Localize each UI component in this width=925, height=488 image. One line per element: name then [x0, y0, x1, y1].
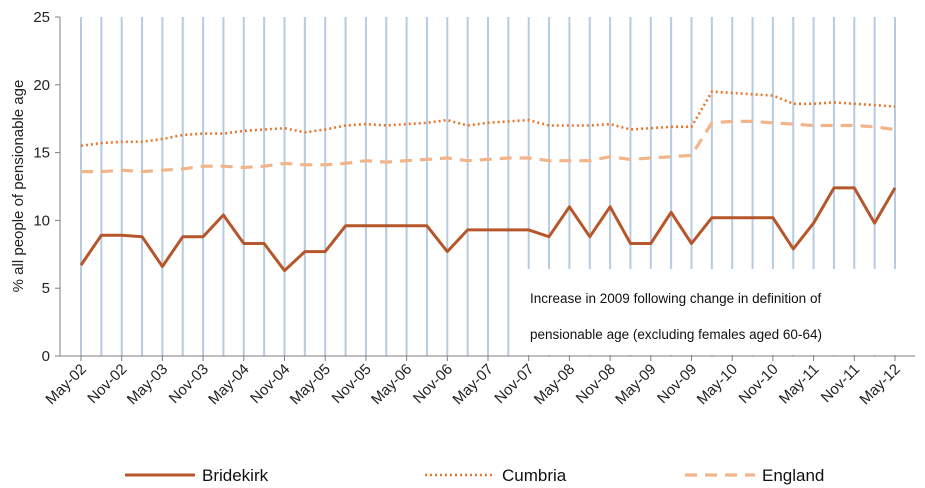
x-tick-label: Nov-02	[84, 361, 130, 407]
x-tick-label: Nov-03	[166, 361, 212, 407]
x-tick-label: Nov-07	[491, 361, 537, 407]
series-line-bridekirk	[79, 186, 897, 273]
y-axis-label: % all people of pensionable age	[10, 80, 27, 293]
legend-label-bridekirk: Bridekirk	[202, 466, 269, 485]
legend: Bridekirk Cumbria England	[125, 466, 824, 485]
x-tick-label: Nov-06	[410, 361, 456, 407]
x-tick-label: Nov-08	[573, 361, 619, 407]
x-tick-label: Nov-09	[654, 361, 700, 407]
annotation-line-1: Increase in 2009 following change in def…	[530, 291, 821, 306]
y-tick-label: 10	[33, 212, 50, 229]
x-tick-label: May-02	[42, 361, 89, 408]
annotation-background	[514, 269, 914, 355]
x-tick-label: May-10	[694, 361, 741, 408]
x-tick-label: May-08	[531, 361, 578, 408]
series-line-england	[81, 119, 896, 174]
y-tick-label: 20	[33, 77, 50, 94]
x-tick-label: May-11	[776, 361, 823, 408]
x-tick-label: May-04	[205, 361, 252, 408]
series-line-cumbria	[80, 90, 896, 148]
x-tick-label: Nov-10	[736, 361, 782, 407]
x-tick-label: May-09	[612, 361, 659, 408]
series-layer	[79, 90, 897, 273]
x-tick-label: Nov-05	[329, 361, 375, 407]
x-tick-label: Nov-04	[247, 361, 293, 407]
y-tick-label: 15	[33, 145, 50, 162]
x-tick-label: May-07	[449, 361, 496, 408]
x-tick-label: May-06	[368, 361, 415, 408]
x-tick-label: May-05	[287, 361, 334, 408]
x-tick-label: May-03	[124, 361, 171, 408]
annotation-line-2: pensionable age (excluding females aged …	[530, 327, 822, 342]
legend-label-england: England	[762, 466, 824, 485]
y-tick-label: 25	[33, 9, 50, 26]
y-tick-label: 0	[42, 348, 50, 365]
x-tick-label: Nov-11	[818, 361, 863, 406]
x-tick-label: May-12	[856, 361, 903, 408]
legend-label-cumbria: Cumbria	[502, 466, 567, 485]
y-tick-label: 5	[42, 280, 50, 297]
